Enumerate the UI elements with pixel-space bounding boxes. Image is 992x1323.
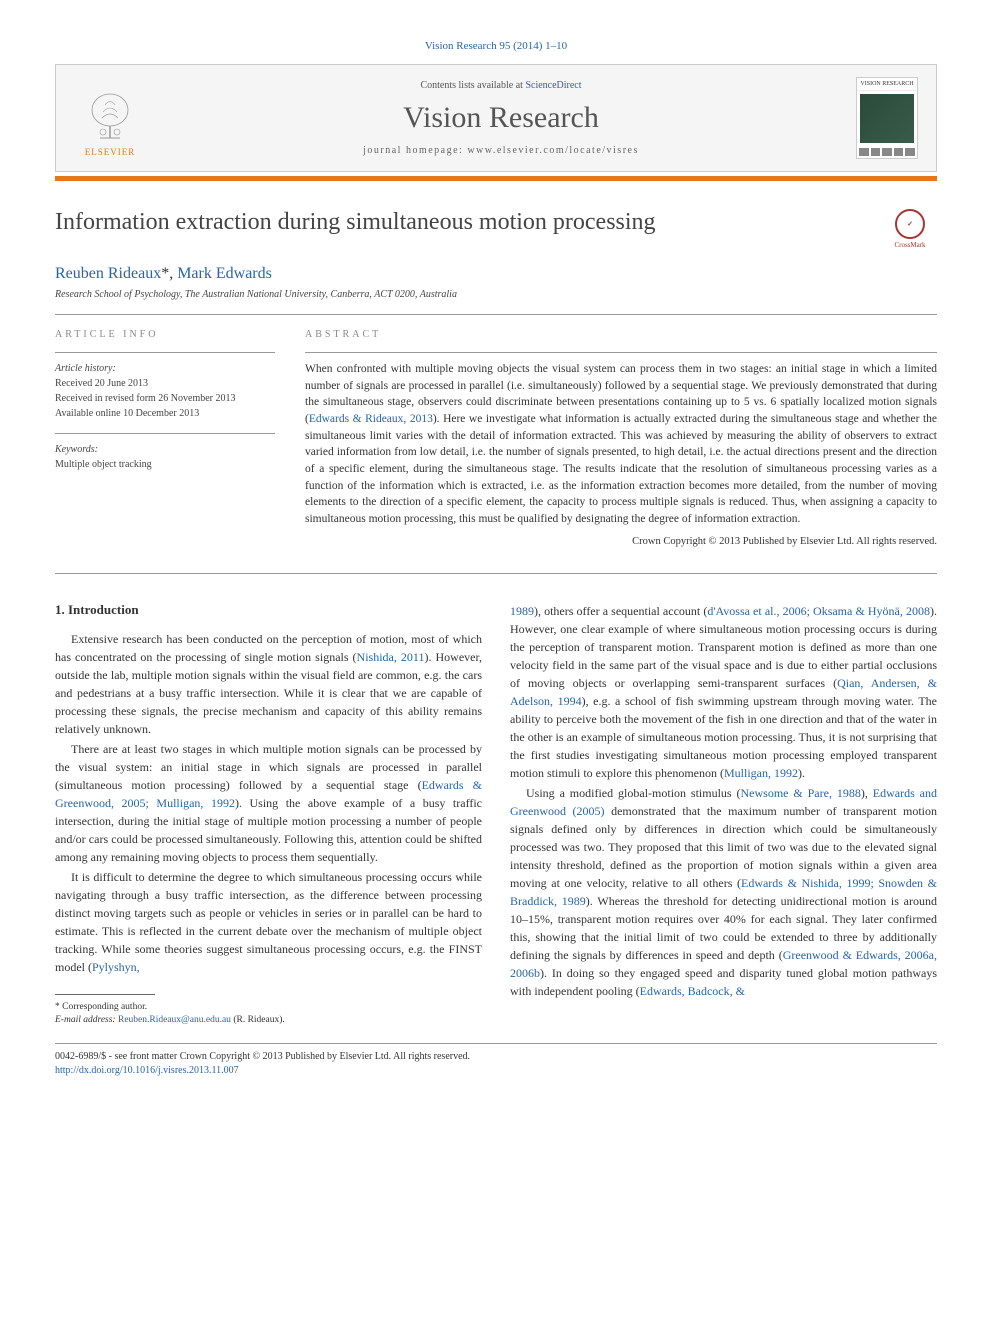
body-paragraph: 1989), others offer a sequential account… <box>510 602 937 782</box>
divider <box>55 314 937 315</box>
abstract-part2: ). Here we investigate what information … <box>305 413 937 525</box>
page-footer: 0042-6989/$ - see front matter Crown Cop… <box>55 1043 937 1078</box>
journal-cover-thumbnail[interactable]: VISION RESEARCH <box>856 77 918 159</box>
section-divider <box>55 573 937 574</box>
text: ). <box>798 766 805 780</box>
corresponding-author-note: * Corresponding author. <box>55 1001 482 1014</box>
email-link[interactable]: Reuben.Rideaux@anu.edu.au <box>118 1015 231 1025</box>
citation-link[interactable]: Pylyshyn, <box>92 960 140 974</box>
article-info-column: ARTICLE INFO Article history: Received 2… <box>55 329 275 559</box>
body-columns: 1. Introduction Extensive research has b… <box>55 602 937 1028</box>
contents-text: Contents lists available at <box>420 80 525 91</box>
text: It is difficult to determine the degree … <box>55 870 482 974</box>
abstract-column: ABSTRACT When confronted with multiple m… <box>305 329 937 559</box>
email-suffix: (R. Rideaux). <box>231 1015 285 1025</box>
keywords-block: Keywords: Multiple object tracking <box>55 433 275 472</box>
online-date: Available online 10 December 2013 <box>55 406 275 421</box>
crossmark-badge[interactable]: ✓ CrossMark <box>883 209 937 249</box>
doi-link[interactable]: http://dx.doi.org/10.1016/j.visres.2013.… <box>55 1065 239 1076</box>
issn-line: 0042-6989/$ - see front matter Crown Cop… <box>55 1050 937 1064</box>
header-center: Contents lists available at ScienceDirec… <box>146 80 856 156</box>
journal-header: ELSEVIER Contents lists available at Sci… <box>55 64 937 172</box>
journal-homepage: journal homepage: www.elsevier.com/locat… <box>146 145 856 156</box>
body-paragraph: Using a modified global-motion stimulus … <box>510 784 937 1000</box>
email-note: E-mail address: Reuben.Rideaux@anu.edu.a… <box>55 1014 482 1027</box>
page-container: Vision Research 95 (2014) 1–10 ELSEVIER … <box>0 0 992 1118</box>
info-abstract-row: ARTICLE INFO Article history: Received 2… <box>55 329 937 559</box>
cover-title: VISION RESEARCH <box>857 78 917 91</box>
revised-date: Received in revised form 26 November 201… <box>55 391 275 406</box>
elsevier-tree-icon <box>85 90 135 145</box>
cover-thumbnails <box>857 146 917 158</box>
elsevier-logo[interactable]: ELSEVIER <box>74 79 146 157</box>
journal-name: Vision Research <box>146 101 856 135</box>
crossmark-label: CrossMark <box>894 241 925 249</box>
history-block: Article history: Received 20 June 2013 R… <box>55 352 275 421</box>
introduction-heading: 1. Introduction <box>55 602 482 618</box>
copyright-line: Crown Copyright © 2013 Published by Else… <box>305 536 937 547</box>
footnote-text: Corresponding author. <box>62 1002 147 1012</box>
contents-line: Contents lists available at ScienceDirec… <box>146 80 856 91</box>
top-reference: Vision Research 95 (2014) 1–10 <box>55 40 937 52</box>
citation-link[interactable]: Edwards, Badcock, & <box>640 984 745 998</box>
keywords-heading: Keywords: <box>55 442 275 457</box>
footnote-separator <box>55 994 155 995</box>
body-column-left: 1. Introduction Extensive research has b… <box>55 602 482 1028</box>
citation-link[interactable]: Newsome & Pare, 1988 <box>741 786 861 800</box>
cover-image <box>860 94 914 143</box>
text: ), <box>861 786 873 800</box>
keyword: Multiple object tracking <box>55 457 275 472</box>
cover-thumb <box>859 148 869 156</box>
citation-link[interactable]: d'Avossa et al., 2006; Oksama & Hyönä, 2… <box>707 604 930 618</box>
author-sep: , <box>169 265 177 282</box>
corresp-marker: * <box>161 265 169 282</box>
body-paragraph: Extensive research has been conducted on… <box>55 630 482 738</box>
cover-thumb <box>871 148 881 156</box>
text: There are at least two stages in which m… <box>55 742 482 792</box>
homepage-url[interactable]: www.elsevier.com/locate/visres <box>467 145 639 156</box>
orange-divider <box>55 176 937 181</box>
article-info-label: ARTICLE INFO <box>55 329 275 340</box>
text: ), others offer a sequential account ( <box>534 604 707 618</box>
homepage-label: journal homepage: <box>363 145 467 156</box>
article-title-row: Information extraction during simultaneo… <box>55 209 937 249</box>
text: Using a modified global-motion stimulus … <box>526 786 741 800</box>
abstract-ref[interactable]: Edwards & Rideaux, 2013 <box>309 413 433 425</box>
authors: Reuben Rideaux*, Mark Edwards <box>55 265 937 283</box>
cover-thumb <box>894 148 904 156</box>
author-1[interactable]: Reuben Rideaux <box>55 265 161 282</box>
affiliation: Research School of Psychology, The Austr… <box>55 289 937 300</box>
author-2[interactable]: Mark Edwards <box>177 265 272 282</box>
email-label: E-mail address: <box>55 1015 118 1025</box>
crossmark-icon: ✓ <box>895 209 925 239</box>
body-paragraph: There are at least two stages in which m… <box>55 740 482 866</box>
article-title: Information extraction during simultaneo… <box>55 209 656 236</box>
cover-thumb <box>882 148 892 156</box>
citation-link[interactable]: Nishida, 2011 <box>357 650 425 664</box>
abstract-text: When confronted with multiple moving obj… <box>305 361 937 528</box>
abstract-block: When confronted with multiple moving obj… <box>305 352 937 547</box>
publisher-name: ELSEVIER <box>85 147 136 157</box>
body-column-right: 1989), others offer a sequential account… <box>510 602 937 1028</box>
citation-link[interactable]: 1989 <box>510 604 534 618</box>
received-date: Received 20 June 2013 <box>55 376 275 391</box>
cover-thumb <box>905 148 915 156</box>
sciencedirect-link[interactable]: ScienceDirect <box>525 80 581 91</box>
history-heading: Article history: <box>55 361 275 376</box>
citation-link[interactable]: Mulligan, 1992 <box>724 766 798 780</box>
abstract-label: ABSTRACT <box>305 329 937 340</box>
body-paragraph: It is difficult to determine the degree … <box>55 868 482 976</box>
